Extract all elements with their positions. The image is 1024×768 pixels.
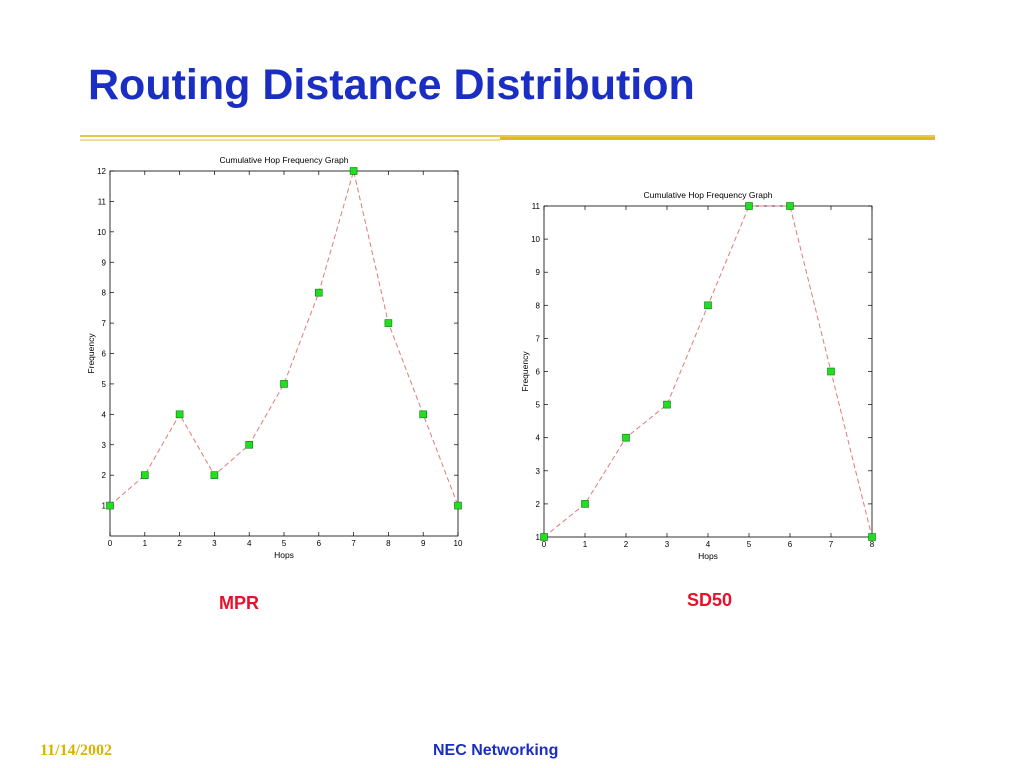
- title-underline-accent: [500, 137, 935, 140]
- data-point: [384, 319, 393, 327]
- plot-frame: [543, 205, 873, 538]
- x-tick-label: 2: [624, 540, 629, 549]
- data-point: [349, 167, 358, 175]
- x-tick-label: 7: [351, 539, 356, 548]
- y-tick-label: 8: [102, 289, 107, 298]
- y-tick-label: 4: [102, 410, 107, 419]
- y-tick-label: 8: [536, 301, 541, 310]
- y-tick-label: 5: [102, 380, 107, 389]
- x-tick-label: 5: [282, 539, 287, 548]
- data-point: [175, 410, 184, 419]
- data-point: [704, 301, 712, 310]
- title-underline: [80, 135, 935, 137]
- chart-title: Cumulative Hop Frequency Graph: [220, 155, 349, 165]
- y-axis-label: Frequency: [520, 351, 530, 392]
- y-tick-label: 1: [102, 502, 107, 511]
- x-tick-label: 6: [317, 539, 322, 548]
- x-tick-label: 4: [247, 539, 252, 548]
- y-tick-label: 3: [536, 467, 541, 476]
- x-tick-label: 8: [386, 539, 391, 548]
- x-tick-label: 3: [212, 539, 217, 548]
- data-point: [315, 288, 323, 297]
- y-tick-label: 11: [532, 202, 541, 211]
- data-point: [868, 533, 876, 541]
- y-tick-label: 9: [536, 268, 541, 277]
- data-point: [280, 380, 288, 388]
- y-tick-label: 12: [97, 167, 106, 176]
- data-point: [419, 410, 428, 419]
- y-tick-label: 11: [98, 197, 107, 206]
- title-underline-light: [80, 139, 500, 141]
- y-tick-label: 7: [536, 334, 541, 343]
- chart-mpr-caption: MPR: [219, 593, 259, 613]
- data-point: [622, 433, 630, 442]
- y-tick-label: 9: [102, 258, 107, 267]
- x-tick-label: 5: [747, 540, 752, 549]
- y-tick-label: 2: [102, 471, 107, 480]
- chart-title: Cumulative Hop Frequency Graph: [644, 190, 773, 200]
- y-tick-label: 2: [536, 500, 541, 509]
- footer-org: NEC Networking: [433, 742, 559, 759]
- data-point: [745, 202, 753, 210]
- y-axis-label: Frequency: [86, 333, 96, 374]
- data-point: [786, 202, 794, 210]
- x-tick-label: 3: [665, 540, 670, 549]
- y-tick-label: 10: [531, 235, 540, 244]
- x-tick-label: 1: [583, 540, 588, 549]
- data-point: [581, 500, 589, 508]
- x-axis-label: Hops: [698, 551, 718, 561]
- x-tick-label: 0: [108, 539, 113, 548]
- data-point: [454, 501, 462, 510]
- x-tick-label: 4: [706, 540, 711, 549]
- footer-date: 11/14/2002: [40, 742, 113, 759]
- x-tick-label: 9: [421, 539, 426, 548]
- y-tick-label: 10: [97, 228, 106, 237]
- y-tick-label: 5: [536, 401, 541, 410]
- x-axis-label: Hops: [274, 550, 294, 560]
- x-tick-label: 0: [542, 540, 547, 549]
- data-point: [245, 440, 253, 449]
- x-tick-label: 8: [870, 540, 875, 549]
- y-tick-label: 6: [536, 368, 541, 377]
- y-tick-label: 3: [102, 441, 107, 450]
- y-tick-label: 1: [536, 533, 541, 542]
- slide-title: Routing Distance Distribution: [88, 61, 695, 109]
- plot-frame: [109, 170, 459, 537]
- x-tick-label: 2: [177, 539, 182, 548]
- y-tick-label: 7: [102, 319, 107, 328]
- chart-sd50-caption: SD50: [687, 590, 733, 610]
- series-line: [109, 170, 459, 506]
- x-tick-label: 10: [454, 539, 463, 548]
- data-point: [140, 471, 149, 479]
- data-point: [106, 501, 114, 510]
- data-point: [210, 471, 219, 479]
- y-tick-label: 6: [102, 350, 107, 359]
- y-tick-label: 4: [536, 434, 541, 443]
- data-point: [663, 400, 671, 409]
- x-tick-label: 1: [143, 539, 148, 548]
- x-tick-label: 7: [829, 540, 834, 549]
- data-point: [827, 367, 835, 376]
- x-tick-label: 6: [788, 540, 793, 549]
- data-point: [540, 533, 548, 541]
